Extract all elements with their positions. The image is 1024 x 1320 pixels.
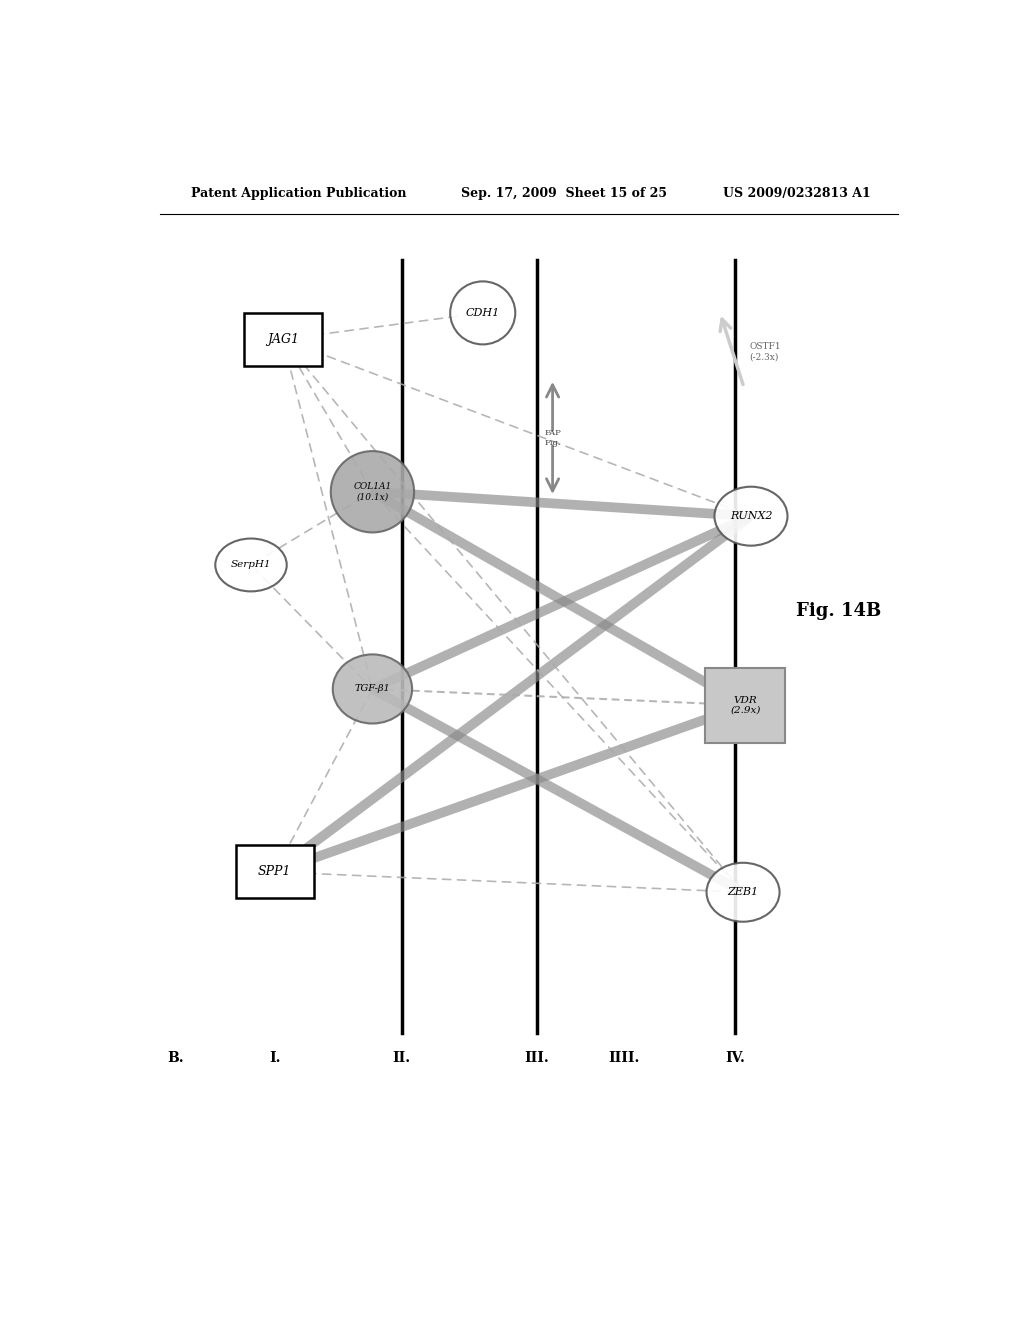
Text: B.: B. (167, 1051, 184, 1065)
Text: ZEB1: ZEB1 (727, 887, 759, 898)
Text: SPP1: SPP1 (258, 866, 292, 878)
FancyBboxPatch shape (236, 846, 313, 899)
Ellipse shape (333, 655, 412, 723)
Ellipse shape (215, 539, 287, 591)
FancyBboxPatch shape (244, 313, 322, 366)
Text: JAG1: JAG1 (266, 333, 299, 346)
Ellipse shape (707, 863, 779, 921)
Text: Fig. 14B: Fig. 14B (796, 602, 881, 619)
Text: I.: I. (269, 1051, 281, 1065)
Text: IIII.: IIII. (608, 1051, 640, 1065)
Text: FAP
Fig.: FAP Fig. (544, 429, 561, 446)
Text: IV.: IV. (725, 1051, 745, 1065)
Text: OSTF1
(-2.3x): OSTF1 (-2.3x) (750, 342, 781, 362)
Text: COL1A1
(10.1x): COL1A1 (10.1x) (353, 482, 391, 502)
Text: Patent Application Publication: Patent Application Publication (191, 187, 407, 201)
Text: CDH1: CDH1 (466, 308, 500, 318)
Text: III.: III. (524, 1051, 549, 1065)
Ellipse shape (331, 451, 414, 532)
Text: RUNX2: RUNX2 (730, 511, 772, 521)
FancyBboxPatch shape (706, 668, 785, 743)
Text: US 2009/0232813 A1: US 2009/0232813 A1 (723, 187, 871, 201)
Text: VDR
(2.9x): VDR (2.9x) (730, 696, 761, 715)
Text: TGF-β1: TGF-β1 (354, 685, 390, 693)
Text: SerpH1: SerpH1 (230, 561, 271, 569)
Text: Sep. 17, 2009  Sheet 15 of 25: Sep. 17, 2009 Sheet 15 of 25 (461, 187, 668, 201)
Ellipse shape (715, 487, 787, 545)
Ellipse shape (451, 281, 515, 345)
Text: II.: II. (393, 1051, 411, 1065)
